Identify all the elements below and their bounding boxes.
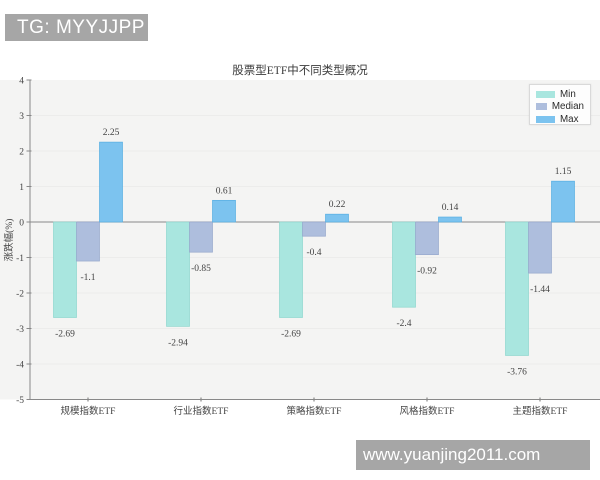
svg-text:-0.4: -0.4 — [306, 248, 321, 258]
svg-text:-3.76: -3.76 — [507, 368, 527, 378]
svg-text:3: 3 — [19, 112, 24, 122]
svg-text:-0.85: -0.85 — [191, 264, 211, 274]
svg-text:1: 1 — [19, 183, 24, 193]
svg-text:0.14: 0.14 — [442, 203, 459, 213]
svg-text:-1: -1 — [16, 254, 24, 264]
svg-text:-4: -4 — [16, 361, 24, 371]
svg-text:规模指数ETF: 规模指数ETF — [61, 405, 116, 417]
svg-text:2.25: 2.25 — [103, 128, 120, 138]
svg-text:风格指数ETF: 风格指数ETF — [400, 405, 455, 417]
svg-text:-2.94: -2.94 — [168, 338, 188, 348]
svg-text:-2.4: -2.4 — [396, 319, 411, 329]
svg-text:2: 2 — [19, 148, 24, 158]
svg-text:-2.69: -2.69 — [55, 330, 75, 340]
svg-text:0: 0 — [19, 219, 24, 229]
svg-text:-2.69: -2.69 — [281, 330, 301, 340]
svg-text:-1.44: -1.44 — [530, 285, 550, 295]
svg-text:4: 4 — [19, 77, 24, 87]
svg-text:策略指数ETF: 策略指数ETF — [287, 405, 342, 417]
svg-text:-0.92: -0.92 — [417, 267, 437, 277]
svg-text:-1.1: -1.1 — [80, 273, 95, 283]
svg-text:0.61: 0.61 — [216, 186, 233, 196]
svg-text:行业指数ETF: 行业指数ETF — [174, 405, 229, 417]
svg-text:涨跌幅(%): 涨跌幅(%) — [3, 219, 15, 262]
svg-text:-2: -2 — [16, 290, 24, 300]
svg-text:1.15: 1.15 — [555, 167, 572, 177]
svg-text:-5: -5 — [16, 396, 24, 406]
svg-text:0.22: 0.22 — [329, 200, 346, 210]
svg-text:-3: -3 — [16, 325, 24, 335]
svg-text:主题指数ETF: 主题指数ETF — [513, 405, 568, 417]
